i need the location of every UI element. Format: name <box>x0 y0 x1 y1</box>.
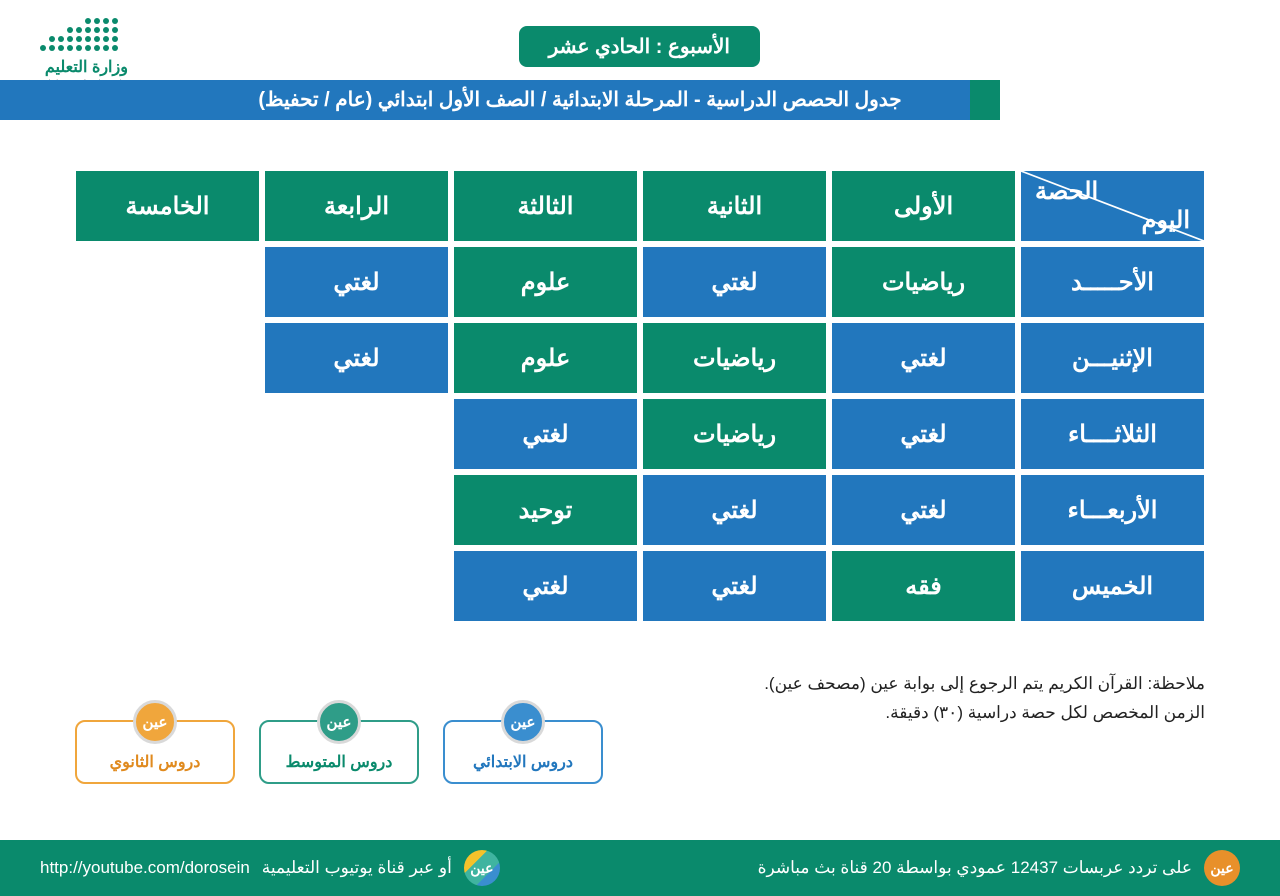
subject-cell: لغتي <box>643 551 826 621</box>
subject-cell: لغتي <box>454 551 637 621</box>
subject-cell <box>76 475 259 545</box>
subject-cell <box>76 247 259 317</box>
header: وزارة التعليم Ministry of Education الأس… <box>0 0 1280 120</box>
footer: عين على تردد عربسات 12437 عمودي بواسطة 2… <box>0 840 1280 896</box>
subject-cell: لغتي <box>265 323 448 393</box>
ein-badge-icon: عين <box>1204 850 1240 886</box>
subject-cell: لغتي <box>265 247 448 317</box>
subject-cell: لغتي <box>832 475 1015 545</box>
day-cell: الأحـــــد <box>1021 247 1204 317</box>
card-label: دروس الابتدائي <box>453 752 593 772</box>
subject-cell <box>76 551 259 621</box>
footer-url[interactable]: http://youtube.com/dorosein <box>40 858 250 878</box>
title-bar: جدول الحصص الدراسية - المرحلة الابتدائية… <box>0 80 1280 120</box>
subject-cell: علوم <box>454 247 637 317</box>
subject-cell: علوم <box>454 323 637 393</box>
subject-cell: لغتي <box>454 399 637 469</box>
subject-cell: لغتي <box>832 399 1015 469</box>
period-header: الرابعة <box>265 171 448 241</box>
subject-cell: رياضيات <box>643 323 826 393</box>
day-cell: الأربعـــاء <box>1021 475 1204 545</box>
subject-cell: رياضيات <box>643 399 826 469</box>
card-label: دروس الثانوي <box>85 752 225 772</box>
footer-right: عين على تردد عربسات 12437 عمودي بواسطة 2… <box>758 850 1240 886</box>
subject-cell <box>265 551 448 621</box>
ein-icon: عين <box>133 700 177 744</box>
corner-bottom-label: اليوم <box>1142 206 1190 235</box>
ein-icon: عين <box>501 700 545 744</box>
channel-cards: عين دروس الثانوي عين دروس المتوسط عين در… <box>75 720 603 784</box>
day-cell: الإثنيـــن <box>1021 323 1204 393</box>
subject-cell: لغتي <box>643 475 826 545</box>
notes: ملاحظة: القرآن الكريم يتم الرجوع إلى بوا… <box>764 670 1205 728</box>
schedule-table-wrap: الحصة اليوم الأولى الثانية الثالثة الراب… <box>70 165 1210 627</box>
ein-badge-icon: عين <box>464 850 500 886</box>
footer-left: عين أو عبر قناة يوتيوب التعليمية http://… <box>40 850 500 886</box>
week-badge: الأسبوع : الحادي عشر <box>519 26 760 67</box>
note-line: ملاحظة: القرآن الكريم يتم الرجوع إلى بوا… <box>764 670 1205 699</box>
day-cell: الثلاثــــاء <box>1021 399 1204 469</box>
ein-icon: عين <box>317 700 361 744</box>
period-header: الأولى <box>832 171 1015 241</box>
period-header: الخامسة <box>76 171 259 241</box>
schedule-title: جدول الحصص الدراسية - المرحلة الابتدائية… <box>0 80 1160 120</box>
subject-cell <box>76 323 259 393</box>
period-header: الثانية <box>643 171 826 241</box>
day-cell: الخميس <box>1021 551 1204 621</box>
subject-cell: رياضيات <box>832 247 1015 317</box>
footer-left-text: أو عبر قناة يوتيوب التعليمية <box>262 858 452 878</box>
subject-cell: لغتي <box>832 323 1015 393</box>
schedule-table: الحصة اليوم الأولى الثانية الثالثة الراب… <box>70 165 1210 627</box>
footer-right-text: على تردد عربسات 12437 عمودي بواسطة 20 قن… <box>758 858 1192 878</box>
card-secondary[interactable]: عين دروس الثانوي <box>75 720 235 784</box>
logo-dots-icon <box>40 18 133 51</box>
corner-header: الحصة اليوم <box>1021 171 1204 241</box>
logo-text-ar: وزارة التعليم <box>40 57 133 77</box>
subject-cell <box>265 399 448 469</box>
subject-cell: توحيد <box>454 475 637 545</box>
subject-cell <box>76 399 259 469</box>
period-header: الثالثة <box>454 171 637 241</box>
note-line: الزمن المخصص لكل حصة دراسية (٣٠) دقيقة. <box>764 699 1205 728</box>
card-intermediate[interactable]: عين دروس المتوسط <box>259 720 419 784</box>
subject-cell: فقه <box>832 551 1015 621</box>
subject-cell <box>265 475 448 545</box>
card-primary[interactable]: عين دروس الابتدائي <box>443 720 603 784</box>
corner-top-label: الحصة <box>1035 177 1098 206</box>
subject-cell: لغتي <box>643 247 826 317</box>
card-label: دروس المتوسط <box>269 752 409 772</box>
